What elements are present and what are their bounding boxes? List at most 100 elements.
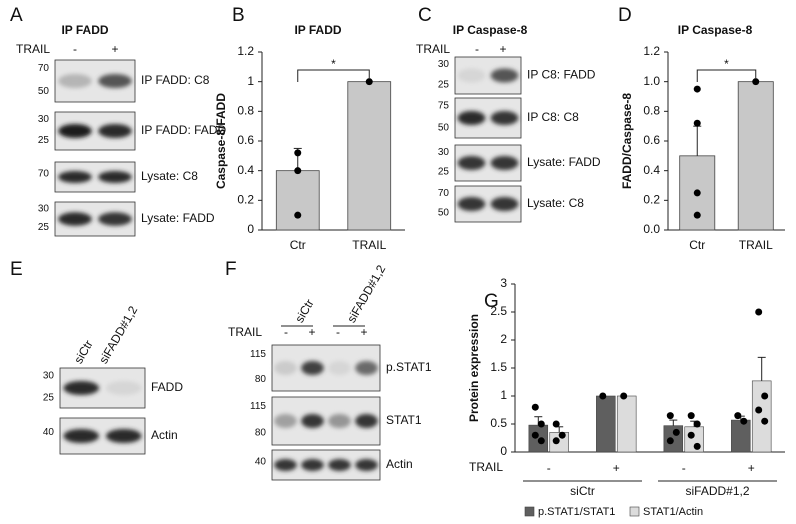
data-point: [687, 412, 695, 420]
group-label: siCtr: [570, 484, 595, 498]
blot-band: [274, 361, 297, 375]
blot-label: Actin: [386, 457, 413, 471]
y-tick-label: 1: [500, 388, 507, 402]
chart-title: IP Caspase-8: [678, 23, 753, 37]
y-tick-label: 0.4: [237, 163, 254, 177]
blot-label: IP C8: FADD: [527, 68, 596, 82]
blot-band: [63, 381, 100, 395]
blot-band: [274, 414, 297, 428]
panel-letter: E: [10, 259, 23, 280]
x-tick-label: -: [547, 461, 551, 475]
blot-label: Lysate: FADD: [141, 211, 215, 225]
data-point: [531, 403, 539, 411]
legend-label: STAT1/Actin: [643, 506, 703, 518]
y-tick-label: 0.2: [643, 193, 660, 207]
legend-label: p.STAT1/STAT1: [538, 506, 615, 518]
x-tick-label: TRAIL: [352, 238, 386, 252]
y-tick-label: 2: [500, 332, 507, 346]
group-label: siCtr: [71, 338, 95, 366]
blot-band: [98, 212, 132, 226]
blot-band: [457, 111, 486, 125]
mw-marker: 30: [43, 371, 55, 382]
blot-band: [301, 459, 324, 471]
bar: [751, 380, 772, 453]
blot-band: [58, 212, 92, 226]
blot-band: [490, 68, 519, 83]
blot-band: [105, 429, 142, 443]
chart-title: IP FADD: [294, 23, 341, 37]
data-point: [552, 420, 560, 428]
x-tick-label: Ctr: [689, 238, 705, 252]
treatment-label: TRAIL: [16, 42, 50, 56]
panel-letter: B: [232, 5, 245, 26]
bar: [684, 426, 704, 453]
y-tick-label: 0.8: [643, 104, 660, 118]
y-tick-label: 1.2: [643, 44, 660, 58]
mw-marker: 30: [438, 147, 450, 158]
blot-band: [355, 414, 378, 428]
x-tick-label: +: [748, 461, 755, 475]
data-point: [666, 437, 674, 445]
blot-band: [328, 459, 351, 471]
blot-band: [98, 171, 132, 183]
y-tick-label: 0.5: [490, 416, 507, 430]
blot-label: Lysate: FADD: [527, 155, 601, 169]
blot-band: [490, 156, 519, 170]
data-point: [620, 392, 628, 400]
mw-marker: 115: [250, 401, 266, 412]
bar: [737, 81, 774, 231]
group-label: siFADD#1,2: [685, 484, 749, 498]
blot-label: Lysate: C8: [527, 196, 584, 210]
legend-swatch: [524, 506, 535, 517]
data-point: [666, 412, 674, 420]
data-point: [294, 167, 302, 175]
y-axis-label: Protein expression: [467, 314, 481, 422]
blot-band: [98, 124, 132, 138]
treatment-label: TRAIL: [228, 325, 262, 339]
blot-band: [301, 361, 324, 375]
blot-band: [355, 459, 378, 471]
lane-label: -: [475, 42, 479, 56]
data-point: [752, 78, 760, 86]
data-point: [687, 431, 695, 439]
data-point: [755, 406, 763, 414]
data-point: [693, 85, 701, 93]
blot-band: [328, 414, 351, 428]
y-tick-label: 2.5: [490, 304, 507, 318]
significance-label: *: [724, 57, 729, 71]
mw-marker: 25: [38, 135, 50, 146]
blot-band: [105, 381, 142, 395]
blot-band: [457, 156, 486, 170]
blot-band: [58, 124, 92, 138]
data-point: [294, 211, 302, 219]
blot-band: [457, 197, 486, 211]
data-point: [599, 392, 607, 400]
mw-marker: 115: [250, 349, 266, 360]
data-point: [558, 431, 566, 439]
blot-band: [355, 361, 378, 375]
mw-marker: 25: [438, 79, 450, 90]
x-tick-label: Ctr: [290, 238, 306, 252]
mw-marker: 50: [438, 208, 450, 219]
mw-marker: 30: [438, 59, 450, 70]
y-tick-label: 1.0: [643, 74, 660, 88]
mw-marker: 50: [438, 123, 450, 134]
y-tick-label: 0.2: [237, 193, 254, 207]
mw-marker: 40: [43, 427, 55, 438]
x-tick-label: TRAIL: [739, 238, 773, 252]
data-point: [755, 308, 763, 316]
x-axis-label: TRAIL: [469, 460, 503, 474]
y-tick-label: 1: [247, 74, 254, 88]
mw-marker: 40: [255, 457, 267, 468]
y-tick-label: 0.6: [643, 133, 660, 147]
blot-band: [98, 74, 132, 88]
data-point: [761, 417, 769, 425]
bar: [731, 419, 751, 453]
blot-title: IP Caspase-8: [453, 23, 528, 37]
y-tick-label: 0.8: [237, 104, 254, 118]
panel-letter: D: [618, 5, 632, 26]
lane-label: +: [308, 325, 315, 339]
lane-label: +: [111, 42, 118, 56]
data-point: [672, 428, 680, 436]
bar: [663, 425, 684, 453]
